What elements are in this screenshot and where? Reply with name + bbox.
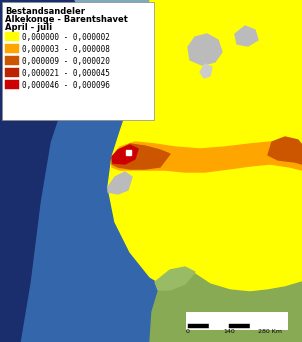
Polygon shape	[150, 270, 302, 342]
Polygon shape	[108, 0, 302, 304]
Text: April - juli: April - juli	[5, 23, 52, 32]
Bar	[5, 68, 19, 77]
Text: 140: 140	[223, 329, 235, 334]
Polygon shape	[268, 137, 302, 164]
Bar	[188, 324, 208, 328]
Polygon shape	[108, 172, 132, 194]
Bar	[5, 56, 19, 65]
Bar	[229, 324, 249, 328]
Polygon shape	[112, 142, 302, 172]
Bar	[5, 32, 19, 41]
Bar	[249, 324, 270, 328]
Bar	[5, 44, 19, 53]
Text: 0,000000 - 0,000002: 0,000000 - 0,000002	[22, 33, 110, 42]
Text: 0,000009 - 0,000020: 0,000009 - 0,000020	[22, 57, 110, 66]
Text: 280 Km: 280 Km	[258, 329, 282, 334]
Text: Bestandsandeler: Bestandsandeler	[5, 7, 85, 16]
Polygon shape	[188, 34, 222, 65]
Text: 0,000021 - 0,000045: 0,000021 - 0,000045	[22, 69, 110, 78]
Bar	[126, 150, 131, 155]
Text: 0,000046 - 0,000096: 0,000046 - 0,000096	[22, 81, 110, 90]
Text: 0,000003 - 0,000008: 0,000003 - 0,000008	[22, 45, 110, 54]
Bar	[186, 312, 288, 330]
Text: 0: 0	[186, 329, 190, 334]
Polygon shape	[235, 26, 258, 46]
Text: Alkekonge - Barentshavet: Alkekonge - Barentshavet	[5, 15, 128, 24]
FancyBboxPatch shape	[2, 2, 154, 120]
Bar	[208, 324, 229, 328]
Polygon shape	[112, 144, 170, 169]
Polygon shape	[155, 267, 195, 290]
Polygon shape	[112, 145, 138, 164]
Bar	[5, 80, 19, 89]
Polygon shape	[70, 0, 165, 82]
Polygon shape	[0, 0, 90, 342]
Polygon shape	[200, 64, 212, 78]
